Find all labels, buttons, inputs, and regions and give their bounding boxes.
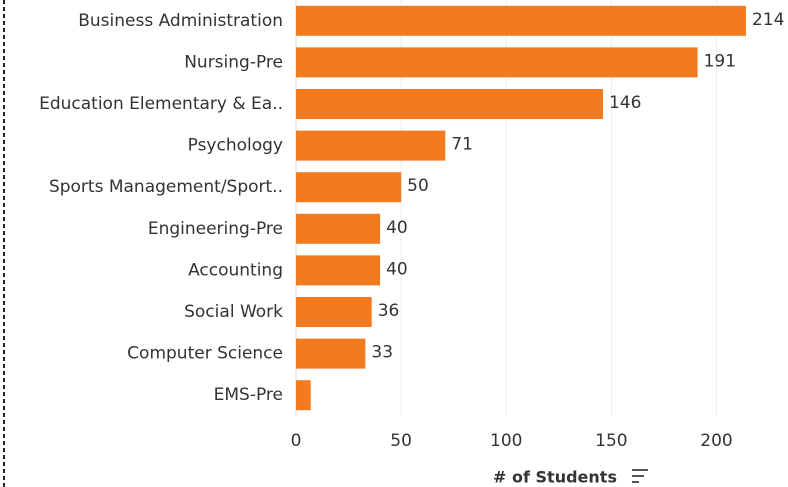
x-tick-label: 100 xyxy=(490,431,522,451)
value-label: 36 xyxy=(378,301,400,321)
y-tick-label: Sports Management/Sport.. xyxy=(49,177,283,197)
x-tick-label: 200 xyxy=(700,431,732,451)
bar xyxy=(296,297,372,327)
bar xyxy=(296,89,603,119)
y-tick-label: EMS-Pre xyxy=(214,385,283,405)
bar xyxy=(296,338,366,369)
bar xyxy=(296,130,446,161)
bar xyxy=(296,380,311,411)
y-tick-label: Social Work xyxy=(184,302,283,322)
y-tick-label: Business Administration xyxy=(78,11,283,31)
bar xyxy=(296,172,402,203)
x-axis-title: # of Students xyxy=(493,468,617,487)
y-tick-label: Psychology xyxy=(188,136,283,156)
value-label: 40 xyxy=(386,218,408,238)
y-tick-label: Accounting xyxy=(188,260,283,280)
x-tick-label: 0 xyxy=(291,431,302,451)
value-label: 33 xyxy=(371,343,393,363)
bar xyxy=(296,5,746,36)
bar xyxy=(296,47,698,78)
value-label: 146 xyxy=(609,93,641,113)
y-tick-label: Education Elementary & Ea.. xyxy=(39,94,283,114)
x-tick-label: 150 xyxy=(595,431,627,451)
y-tick-label: Nursing-Pre xyxy=(184,52,283,72)
bar xyxy=(296,213,381,244)
value-label: 50 xyxy=(407,176,429,196)
y-tick-label: Computer Science xyxy=(127,344,283,364)
value-label: 71 xyxy=(451,135,473,155)
value-label: 40 xyxy=(386,259,408,279)
y-tick-label: Engineering-Pre xyxy=(148,219,283,239)
bar xyxy=(296,255,381,286)
sort-icon[interactable] xyxy=(632,469,648,483)
value-label: 214 xyxy=(752,10,784,30)
value-label: 191 xyxy=(704,51,736,71)
x-tick-label: 50 xyxy=(390,431,412,451)
